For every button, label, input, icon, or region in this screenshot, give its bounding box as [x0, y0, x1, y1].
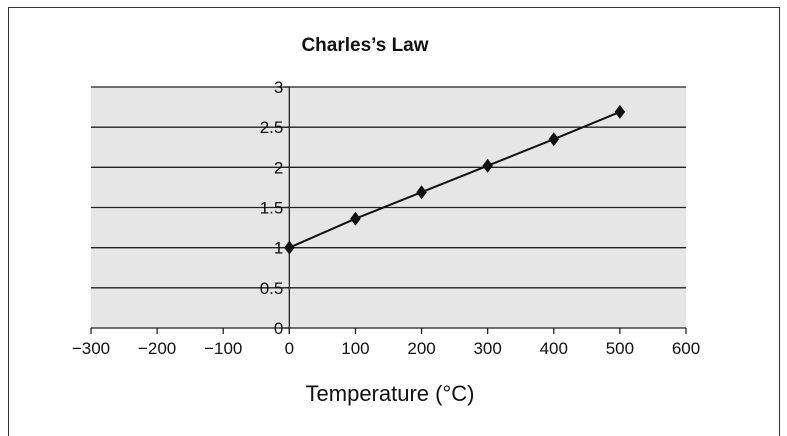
data-point-marker [284, 240, 295, 255]
y-tick-label: 0.5 [260, 279, 284, 298]
y-tick-label: 2.5 [260, 118, 284, 137]
y-tick-label: 2 [274, 158, 283, 177]
y-tick-label: 0 [274, 319, 283, 338]
series-line [288, 110, 621, 249]
data-point-marker [482, 158, 493, 173]
x-tick-label: −200 [138, 339, 176, 358]
data-point-marker [350, 211, 361, 226]
x-tick-label: 500 [606, 339, 634, 358]
x-tick-label: 600 [672, 339, 700, 358]
data-point-marker [614, 104, 626, 119]
y-tick-label: 1.5 [260, 199, 284, 218]
chart-frame [8, 7, 780, 436]
y-tick-label: 3 [274, 78, 283, 97]
x-tick-label: 200 [407, 339, 435, 358]
x-tick-label: 0 [285, 339, 294, 358]
x-tick-label: 300 [473, 339, 501, 358]
plot-area: −300 −200 −100 0 100 200 300 400 500 600 0 0.5 1 1.5 2… [72, 78, 700, 358]
data-point-marker [416, 185, 427, 200]
data-point-marker [548, 132, 560, 147]
x-axis-label: Temperature (°C) [306, 381, 475, 406]
x-tick-label: −300 [72, 339, 110, 358]
x-tick-label: −100 [204, 339, 242, 358]
x-tick-label: 100 [341, 339, 369, 358]
x-tick-label: 400 [540, 339, 568, 358]
chart-title: Charles’s Law [301, 35, 428, 56]
y-tick-label: 1 [274, 239, 283, 258]
